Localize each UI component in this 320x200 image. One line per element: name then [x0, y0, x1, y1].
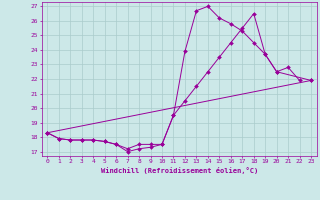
X-axis label: Windchill (Refroidissement éolien,°C): Windchill (Refroidissement éolien,°C)	[100, 167, 258, 174]
